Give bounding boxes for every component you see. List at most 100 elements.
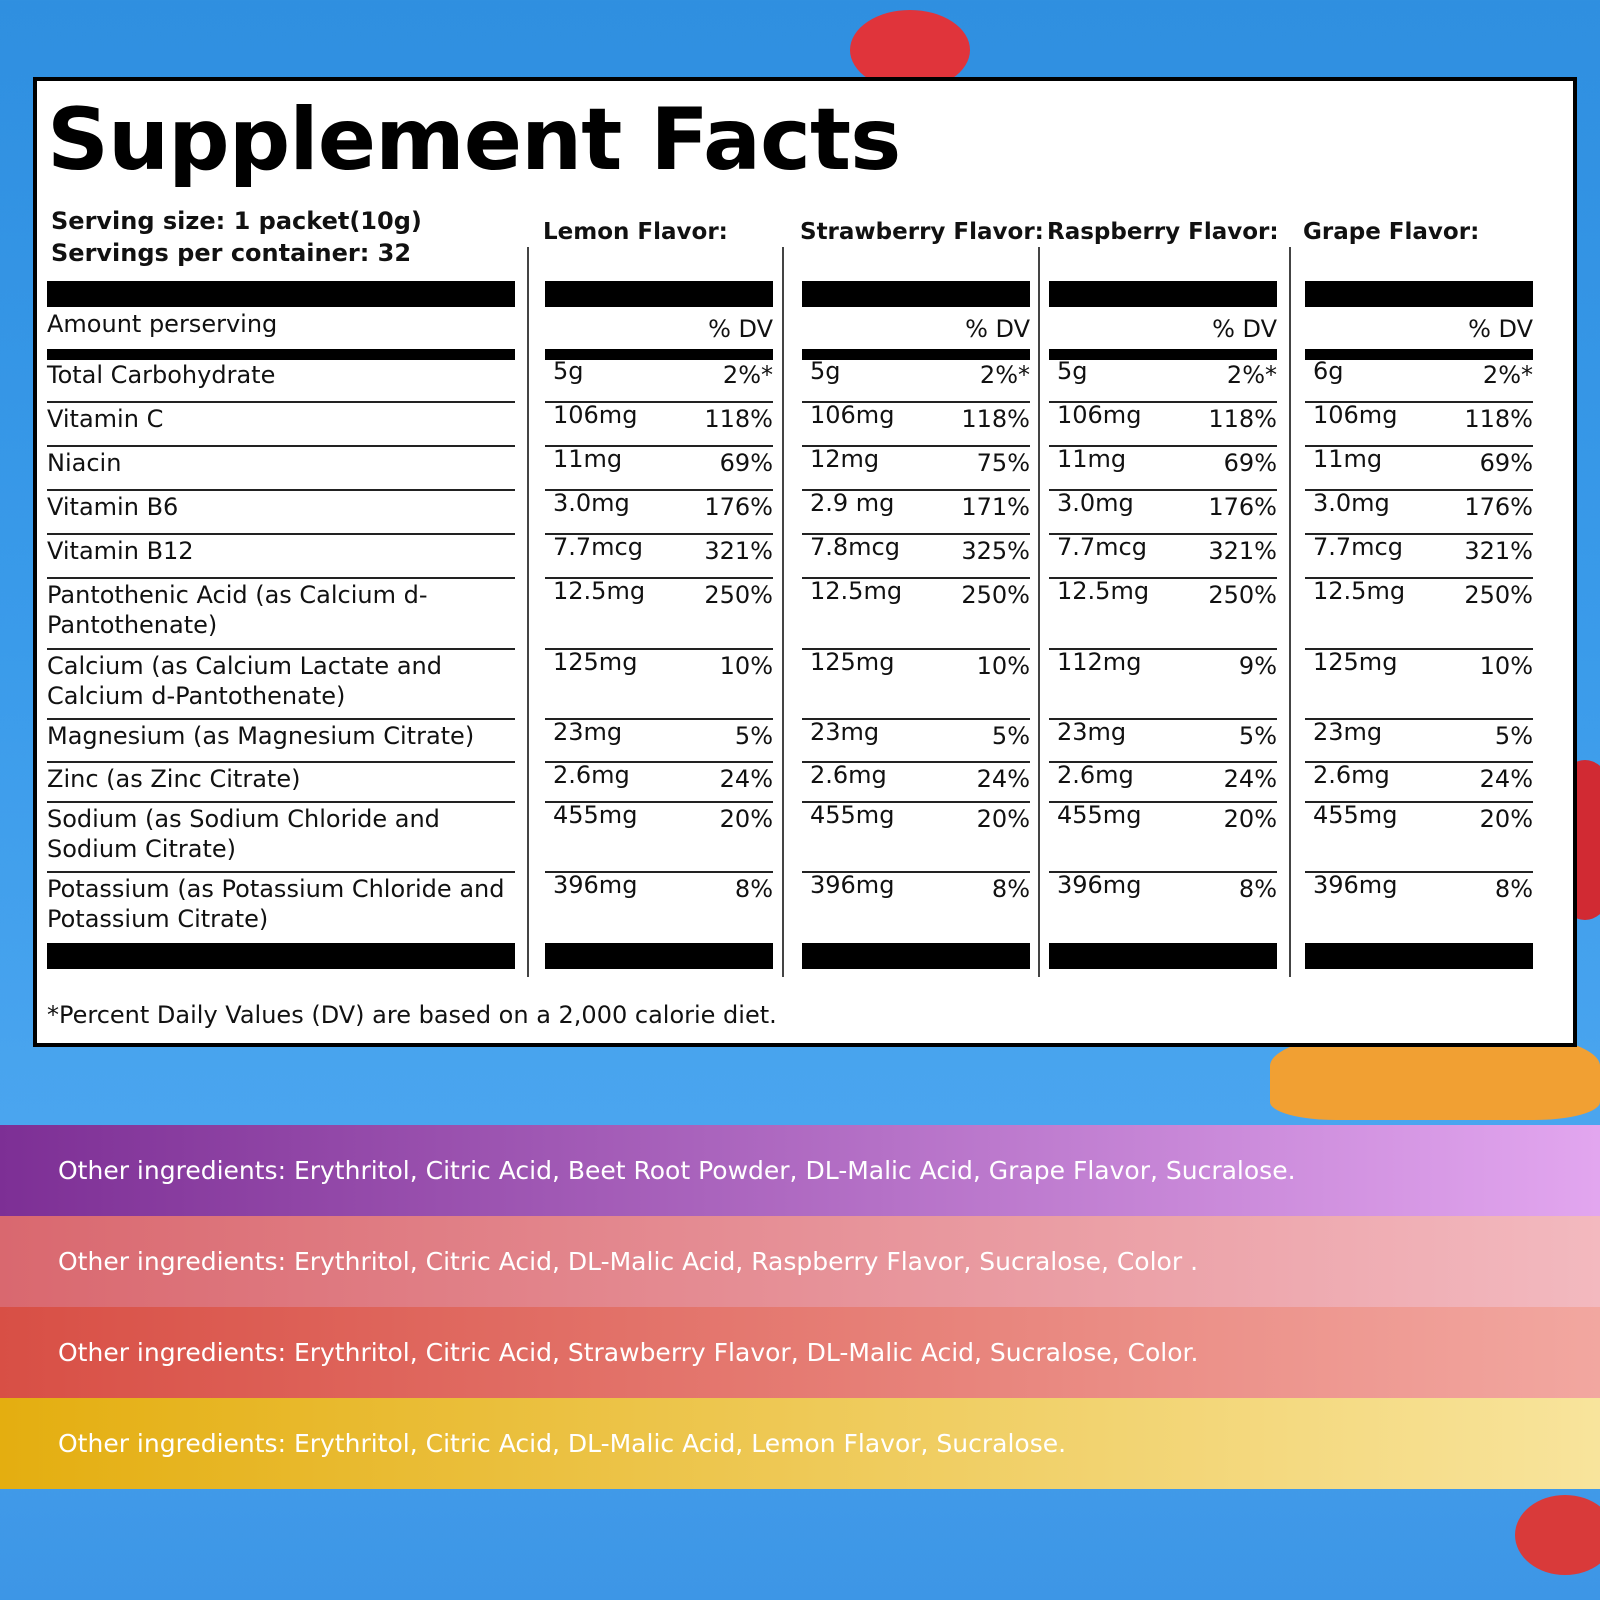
column-separator <box>1038 247 1040 977</box>
row-divider <box>1049 533 1277 535</box>
row-divider <box>545 648 773 650</box>
row-divider <box>47 489 515 491</box>
nutrient-amount: 12.5mg <box>553 577 646 605</box>
flavor-bottom-bar <box>1049 943 1277 969</box>
row-divider <box>1049 718 1277 720</box>
row-divider <box>802 489 1030 491</box>
nutrient-dv: 5% <box>734 722 773 750</box>
nutrient-dv: 118% <box>1208 405 1277 433</box>
flavor-top-bar <box>1305 281 1533 307</box>
nutrient-dv: 5% <box>1238 722 1277 750</box>
amount-per-serving-header: Amount perserving <box>47 310 278 338</box>
flavor-name: Grape Flavor: <box>1303 219 1480 245</box>
nutrient-dv: 9% <box>1238 652 1277 680</box>
nutrient-dv: 5% <box>991 722 1030 750</box>
nutrient-amount: 396mg <box>553 871 638 899</box>
flavor-name: Raspberry Flavor: <box>1047 219 1279 245</box>
nutrient-amount: 23mg <box>810 718 880 746</box>
nutrient-amount: 396mg <box>1057 871 1142 899</box>
nutrient-label: Pantothenic Acid (as Calcium d-Pantothen… <box>47 581 428 639</box>
row-divider <box>802 577 1030 579</box>
row-divider <box>1049 489 1277 491</box>
nutrient-dv: 5% <box>1494 722 1533 750</box>
nutrient-dv: 176% <box>1464 493 1533 521</box>
nutrient-dv: 75% <box>976 449 1030 477</box>
label-top-bar <box>47 281 515 307</box>
nutrient-amount: 396mg <box>1313 871 1398 899</box>
nutrient-dv: 321% <box>1208 537 1277 565</box>
nutrient-dv: 24% <box>1223 765 1277 793</box>
ingredients-band: Other ingredients: Erythritol, Citric Ac… <box>0 1307 1600 1398</box>
dv-header: % DV <box>1468 315 1533 343</box>
nutrient-amount: 2.6mg <box>1313 761 1390 789</box>
row-divider <box>1305 801 1533 803</box>
flavor-bottom-bar <box>545 943 773 969</box>
nutrient-dv: 10% <box>719 652 773 680</box>
nutrient-amount: 5g <box>553 357 584 385</box>
strawberry-decoration <box>850 10 970 90</box>
row-divider <box>1305 445 1533 447</box>
serving-info: Serving size: 1 packet(10g) Servings per… <box>51 205 422 269</box>
nutrient-label: Vitamin B6 <box>47 493 179 521</box>
row-divider <box>47 718 515 720</box>
flavor-name: Lemon Flavor: <box>543 219 728 245</box>
nutrient-amount: 3.0mg <box>553 489 630 517</box>
nutrient-amount: 12.5mg <box>1313 577 1406 605</box>
nutrient-dv: 24% <box>976 765 1030 793</box>
nutrient-label: Niacin <box>47 449 122 477</box>
row-divider <box>802 445 1030 447</box>
row-divider <box>802 533 1030 535</box>
nutrient-amount: 125mg <box>553 648 638 676</box>
nutrient-amount: 23mg <box>553 718 623 746</box>
row-divider <box>47 401 515 403</box>
nutrient-dv: 20% <box>1223 805 1277 833</box>
nutrient-amount: 455mg <box>1057 801 1142 829</box>
nutrient-dv: 321% <box>704 537 773 565</box>
row-divider <box>545 445 773 447</box>
nutrient-dv: 171% <box>961 493 1030 521</box>
row-divider <box>1049 871 1277 873</box>
flavor-bottom-bar <box>802 943 1030 969</box>
nutrient-amount: 396mg <box>810 871 895 899</box>
nutrient-amount: 7.7mcg <box>1057 533 1147 561</box>
row-divider <box>1049 761 1277 763</box>
nutrient-label: Zinc (as Zinc Citrate) <box>47 765 301 793</box>
row-divider <box>1049 801 1277 803</box>
nutrient-dv: 176% <box>704 493 773 521</box>
nutrient-amount: 455mg <box>810 801 895 829</box>
nutrient-dv: 2%* <box>722 361 773 389</box>
nutrient-dv: 250% <box>961 581 1030 609</box>
row-divider <box>1049 445 1277 447</box>
nutrient-amount: 455mg <box>1313 801 1398 829</box>
flavor-header-bar <box>545 349 773 360</box>
nutrient-amount: 106mg <box>810 401 895 429</box>
column-separator <box>782 247 784 977</box>
nutrient-label: Calcium (as Calcium Lactate and Calcium … <box>47 652 442 710</box>
column-separator <box>1289 247 1291 977</box>
column-separator <box>527 247 529 977</box>
berry-bottom-decoration <box>1515 1495 1600 1575</box>
nutrient-label: Magnesium (as Magnesium Citrate) <box>47 722 475 750</box>
row-divider <box>1305 871 1533 873</box>
nutrient-amount: 7.7mcg <box>1313 533 1403 561</box>
nutrient-amount: 12.5mg <box>810 577 903 605</box>
row-divider <box>545 761 773 763</box>
nutrient-amount: 2.6mg <box>1057 761 1134 789</box>
ingredients-band: Other ingredients: Erythritol, Citric Ac… <box>0 1216 1600 1307</box>
ingredients-band: Other ingredients: Erythritol, Citric Ac… <box>0 1398 1600 1489</box>
nutrient-dv: 2%* <box>1482 361 1533 389</box>
row-divider <box>1305 577 1533 579</box>
row-divider <box>1049 577 1277 579</box>
nutrient-dv: 20% <box>976 805 1030 833</box>
nutrient-amount: 23mg <box>1057 718 1127 746</box>
flavor-header-bar <box>1049 349 1277 360</box>
nutrient-amount: 3.0mg <box>1313 489 1390 517</box>
serving-size: Serving size: 1 packet(10g) <box>51 207 422 235</box>
nutrient-dv: 69% <box>1223 449 1277 477</box>
nutrient-dv: 321% <box>1464 537 1533 565</box>
nutrient-amount: 125mg <box>810 648 895 676</box>
nutrient-dv: 8% <box>1494 875 1533 903</box>
nutrient-label: Sodium (as Sodium Chloride and Sodium Ci… <box>47 805 440 863</box>
row-divider <box>1305 533 1533 535</box>
row-divider <box>1305 489 1533 491</box>
